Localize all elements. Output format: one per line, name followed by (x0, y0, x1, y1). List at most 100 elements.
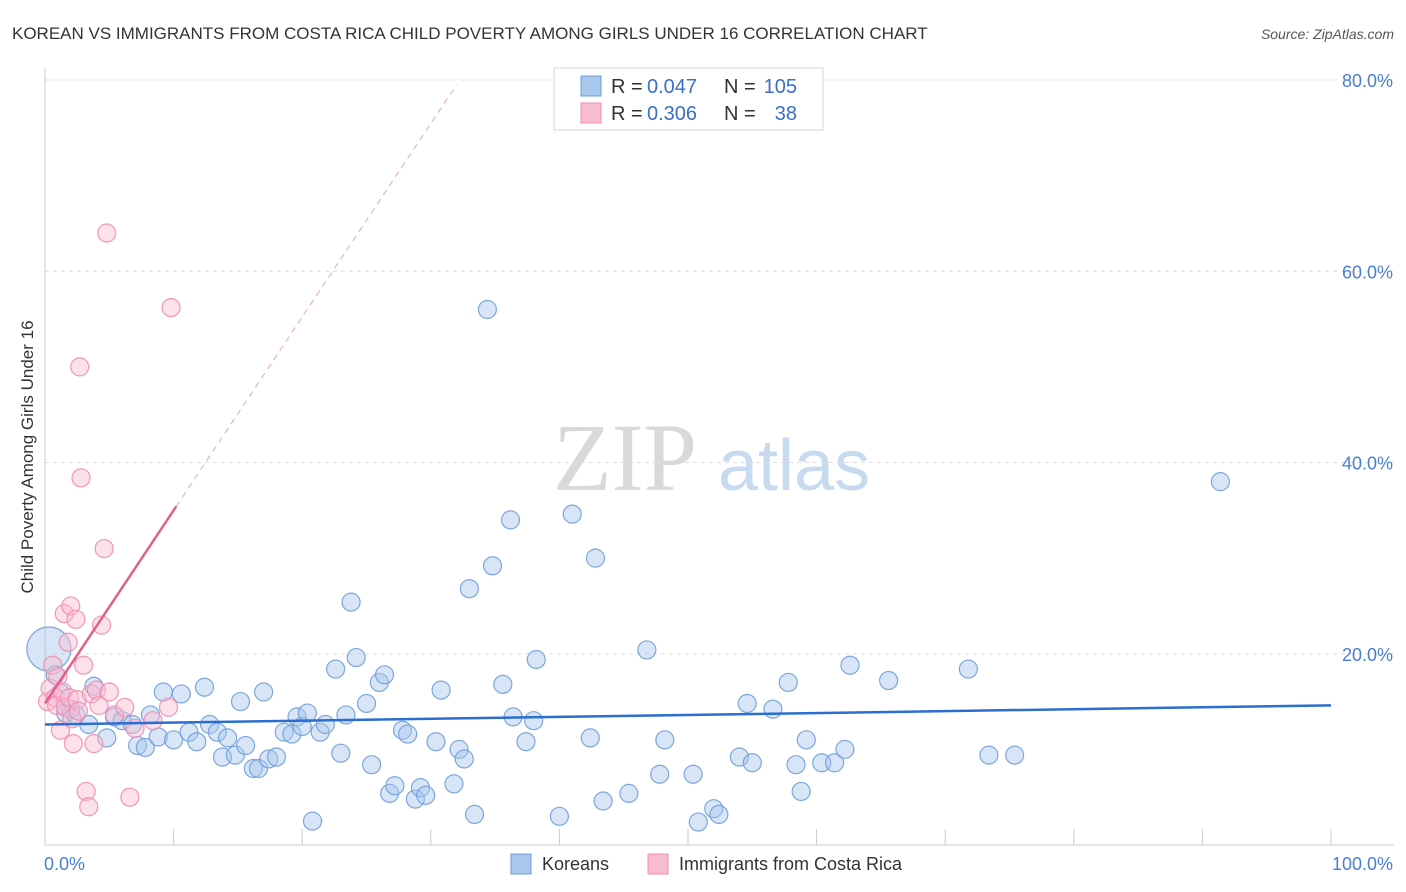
point-koreans (230, 691, 251, 712)
legend-r-label-koreans: R = (611, 76, 643, 98)
point-koreans (709, 804, 729, 825)
point-koreans (526, 649, 546, 670)
point-costa-rica (79, 797, 99, 817)
point-koreans (796, 730, 816, 750)
point-costa-rica (99, 682, 119, 702)
chart-title: KOREAN VS IMMIGRANTS FROM COSTA RICA CHI… (12, 24, 928, 43)
point-koreans (164, 730, 184, 750)
y-tick-label: 40.0% (1342, 454, 1393, 474)
point-koreans (405, 789, 425, 809)
grid-lines (45, 79, 1394, 655)
point-koreans (683, 764, 703, 784)
point-koreans (619, 783, 639, 803)
point-koreans (763, 699, 783, 719)
point-koreans (426, 732, 446, 752)
point-costa-rica (58, 632, 78, 652)
point-koreans (737, 693, 757, 714)
point-koreans (835, 739, 855, 759)
point-koreans (225, 745, 245, 765)
watermark-atlas: atlas (718, 426, 870, 506)
point-costa-rica (55, 697, 76, 717)
point-koreans (524, 711, 544, 731)
legend-n-value-costa-rica: 38 (775, 103, 797, 125)
point-koreans (791, 781, 811, 802)
point-koreans (637, 640, 657, 660)
trend-line-costa-rica (43, 505, 178, 705)
point-koreans (1005, 745, 1025, 765)
point-koreans (580, 728, 600, 748)
point-costa-rica (76, 781, 96, 802)
chart-source: Source: ZipAtlas.com (1261, 26, 1394, 42)
point-koreans (266, 747, 287, 767)
point-koreans (650, 764, 670, 784)
x-tick-label-max: 100.0% (1332, 854, 1393, 874)
point-koreans (549, 806, 570, 826)
point-koreans (248, 758, 269, 779)
point-koreans (282, 724, 302, 744)
point-costa-rica (120, 787, 140, 807)
point-koreans (171, 684, 191, 704)
point-koreans (585, 548, 606, 568)
point-koreans (187, 732, 207, 752)
point-koreans (302, 811, 323, 831)
point-koreans (218, 728, 238, 748)
point-koreans (398, 724, 418, 744)
point-koreans (516, 732, 536, 752)
legend-r-value-koreans: 0.047 (647, 76, 697, 98)
legend-n-label-koreans: N = (724, 76, 756, 98)
point-costa-rica (143, 711, 163, 731)
x-tick-label-min: 0.0% (44, 854, 85, 874)
point-koreans (688, 812, 708, 832)
point-costa-rica (89, 695, 109, 715)
trend-lines (43, 84, 1332, 726)
bottom-legend-koreans: Koreans (542, 854, 609, 874)
point-koreans (326, 659, 346, 679)
point-costa-rica (43, 655, 63, 675)
point-koreans (482, 556, 503, 576)
point-costa-rica (59, 688, 80, 708)
point-koreans (297, 703, 317, 723)
point-costa-rica (50, 720, 71, 740)
point-koreans (444, 774, 464, 794)
point-koreans (254, 682, 274, 702)
point-koreans (778, 672, 798, 693)
point-koreans (500, 510, 521, 530)
bottom-legend-swatch-costa-rica (647, 853, 669, 875)
point-koreans (840, 655, 860, 675)
point-koreans (459, 579, 479, 599)
legend-n-label-costa-rica: N = (724, 103, 756, 125)
point-koreans (562, 504, 582, 524)
point-costa-rica (73, 655, 94, 675)
point-koreans (477, 299, 497, 320)
point-koreans (346, 647, 366, 668)
point-koreans (825, 753, 845, 773)
legend: R = 0.047 N = 105 R = 0.306 N = 38 (553, 67, 824, 131)
y-axis-label: Child Poverty Among Girls Under 16 (18, 320, 37, 593)
point-koreans (449, 739, 469, 759)
bottom-legend-costa-rica: Immigrants from Costa Rica (679, 854, 903, 874)
point-koreans (786, 755, 806, 775)
bottom-legend-swatch-koreans (510, 853, 532, 875)
point-koreans (274, 722, 294, 742)
point-koreans (1210, 472, 1231, 492)
point-koreans (341, 592, 361, 612)
legend-r-value-costa-rica: 0.306 (647, 103, 697, 125)
y-tick-labels: 20.0% 40.0% 60.0% 80.0% (1342, 71, 1393, 665)
trend-line-koreans (44, 704, 1332, 726)
y-tick-label: 20.0% (1342, 645, 1393, 665)
legend-swatch-koreans (580, 75, 602, 97)
point-koreans (356, 693, 377, 714)
watermark-zip: ZIP (553, 404, 697, 511)
point-costa-rica (91, 615, 112, 635)
bottom-legend: Koreans Immigrants from Costa Rica (510, 853, 903, 875)
point-koreans (493, 674, 513, 694)
point-koreans (362, 755, 382, 775)
y-tick-label: 60.0% (1342, 262, 1393, 282)
point-koreans (236, 735, 256, 756)
legend-r-label-costa-rica: R = (611, 103, 643, 125)
point-koreans (958, 659, 978, 679)
axes (44, 68, 1394, 846)
point-koreans (742, 753, 762, 773)
point-costa-rica (68, 701, 89, 721)
point-costa-rica (94, 538, 114, 559)
